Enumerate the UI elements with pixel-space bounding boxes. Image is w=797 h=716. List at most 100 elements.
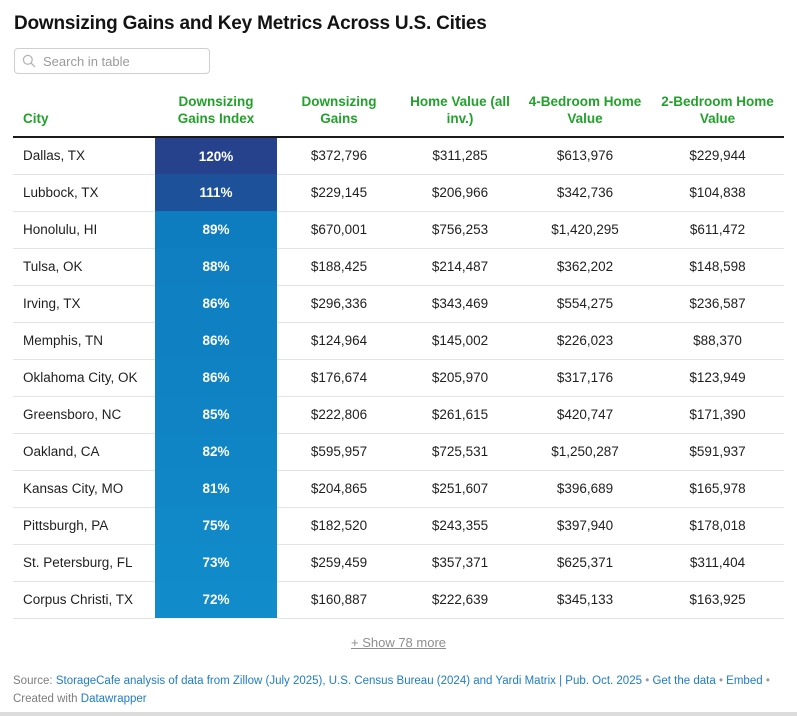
- home-value-cell: $206,966: [401, 174, 519, 212]
- home-value-cell: $311,285: [401, 136, 519, 175]
- index-cell: 88%: [155, 248, 277, 286]
- datawrapper-link[interactable]: Datawrapper: [80, 692, 147, 705]
- bed2-value-cell: $236,587: [651, 285, 784, 323]
- bed2-value-cell: $163,925: [651, 581, 784, 619]
- bed2-value-cell: $104,838: [651, 174, 784, 212]
- city-cell: Honolulu, HI: [13, 211, 155, 249]
- table-row: Kansas City, MO 81% $204,865 $251,607 $3…: [13, 470, 784, 508]
- index-cell: 73%: [155, 544, 277, 582]
- bed2-value-cell: $171,390: [651, 396, 784, 434]
- column-header-home-value[interactable]: Home Value (all inv.): [401, 92, 519, 138]
- index-cell: 86%: [155, 322, 277, 360]
- index-cell: 72%: [155, 581, 277, 619]
- bed4-value-cell: $397,940: [519, 507, 651, 545]
- home-value-cell: $214,487: [401, 248, 519, 286]
- gains-cell: $296,336: [277, 285, 401, 323]
- city-cell: Dallas, TX: [13, 136, 155, 175]
- index-cell: 86%: [155, 285, 277, 323]
- created-with-label: Created with: [13, 692, 78, 705]
- table-row: Honolulu, HI 89% $670,001 $756,253 $1,42…: [13, 211, 784, 249]
- bed4-value-cell: $420,747: [519, 396, 651, 434]
- search-input[interactable]: [43, 53, 202, 69]
- gains-cell: $160,887: [277, 581, 401, 619]
- show-more-container: + Show 78 more: [13, 634, 784, 652]
- bed4-value-cell: $345,133: [519, 581, 651, 619]
- column-header-2bed-home-value[interactable]: 2-Bedroom Home Value: [651, 92, 784, 138]
- gains-cell: $188,425: [277, 248, 401, 286]
- search-box[interactable]: [14, 48, 210, 74]
- bullet-separator: •: [718, 675, 723, 687]
- show-more-link[interactable]: + Show 78 more: [350, 634, 447, 650]
- home-value-cell: $357,371: [401, 544, 519, 582]
- bed4-value-cell: $625,371: [519, 544, 651, 582]
- table-row: Pittsburgh, PA 75% $182,520 $243,355 $39…: [13, 507, 784, 545]
- embed-link[interactable]: Embed: [726, 675, 763, 687]
- get-data-link[interactable]: Get the data: [652, 675, 716, 687]
- bed4-value-cell: $554,275: [519, 285, 651, 323]
- city-cell: Greensboro, NC: [13, 396, 155, 434]
- city-cell: Tulsa, OK: [13, 248, 155, 286]
- gains-cell: $222,806: [277, 396, 401, 434]
- datawrapper-table-widget: Downsizing Gains and Key Metrics Across …: [13, 13, 784, 705]
- search-icon: [22, 54, 36, 68]
- page-title: Downsizing Gains and Key Metrics Across …: [14, 13, 487, 34]
- bed4-value-cell: $317,176: [519, 359, 651, 397]
- bed2-value-cell: $229,944: [651, 136, 784, 175]
- bed4-value-cell: $226,023: [519, 322, 651, 360]
- city-cell: Lubbock, TX: [13, 174, 155, 212]
- index-cell: 111%: [155, 174, 277, 212]
- home-value-cell: $261,615: [401, 396, 519, 434]
- table-row: Oakland, CA 82% $595,957 $725,531 $1,250…: [13, 433, 784, 471]
- column-header-downsizing-gains[interactable]: Downsizing Gains: [277, 92, 401, 138]
- bed2-value-cell: $311,404: [651, 544, 784, 582]
- table-row: Tulsa, OK 88% $188,425 $214,487 $362,202…: [13, 248, 784, 286]
- table-row: Irving, TX 86% $296,336 $343,469 $554,27…: [13, 285, 784, 323]
- index-cell: 120%: [155, 136, 277, 175]
- home-value-cell: $243,355: [401, 507, 519, 545]
- index-cell: 82%: [155, 433, 277, 471]
- bullet-separator: •: [765, 675, 770, 687]
- home-value-cell: $205,970: [401, 359, 519, 397]
- bed4-value-cell: $1,420,295: [519, 211, 651, 249]
- home-value-cell: $222,639: [401, 581, 519, 619]
- footer: Source: StorageCafe analysis of data fro…: [13, 673, 784, 709]
- city-cell: Oklahoma City, OK: [13, 359, 155, 397]
- column-header-4bed-home-value[interactable]: 4-Bedroom Home Value: [519, 92, 651, 138]
- home-value-cell: $725,531: [401, 433, 519, 471]
- bed4-value-cell: $1,250,287: [519, 433, 651, 471]
- column-header-city[interactable]: City: [13, 92, 155, 138]
- home-value-cell: $145,002: [401, 322, 519, 360]
- index-cell: 89%: [155, 211, 277, 249]
- source-link[interactable]: StorageCafe analysis of data from Zillow…: [55, 675, 642, 687]
- index-cell: 75%: [155, 507, 277, 545]
- city-cell: Corpus Christi, TX: [13, 581, 155, 619]
- bed2-value-cell: $591,937: [651, 433, 784, 471]
- table-row: Memphis, TN 86% $124,964 $145,002 $226,0…: [13, 322, 784, 360]
- gains-cell: $204,865: [277, 470, 401, 508]
- bed4-value-cell: $613,976: [519, 136, 651, 175]
- table-row: Greensboro, NC 85% $222,806 $261,615 $42…: [13, 396, 784, 434]
- bed4-value-cell: $362,202: [519, 248, 651, 286]
- city-cell: Irving, TX: [13, 285, 155, 323]
- home-value-cell: $756,253: [401, 211, 519, 249]
- city-cell: Pittsburgh, PA: [13, 507, 155, 545]
- bed2-value-cell: $165,978: [651, 470, 784, 508]
- gains-cell: $124,964: [277, 322, 401, 360]
- metrics-table: City Downsizing Gains Index Downsizing G…: [13, 92, 784, 619]
- bed4-value-cell: $342,736: [519, 174, 651, 212]
- bed2-value-cell: $123,949: [651, 359, 784, 397]
- gains-cell: $259,459: [277, 544, 401, 582]
- home-value-cell: $251,607: [401, 470, 519, 508]
- gains-cell: $182,520: [277, 507, 401, 545]
- bed2-value-cell: $611,472: [651, 211, 784, 249]
- gains-cell: $176,674: [277, 359, 401, 397]
- column-header-downsizing-gains-index[interactable]: Downsizing Gains Index: [155, 92, 277, 138]
- bullet-separator: •: [645, 675, 650, 687]
- city-cell: Oakland, CA: [13, 433, 155, 471]
- gains-cell: $595,957: [277, 433, 401, 471]
- city-cell: Memphis, TN: [13, 322, 155, 360]
- table-row: Dallas, TX 120% $372,796 $311,285 $613,9…: [13, 136, 784, 175]
- bed2-value-cell: $178,018: [651, 507, 784, 545]
- bottom-edge-strip: [0, 712, 797, 716]
- bed4-value-cell: $396,689: [519, 470, 651, 508]
